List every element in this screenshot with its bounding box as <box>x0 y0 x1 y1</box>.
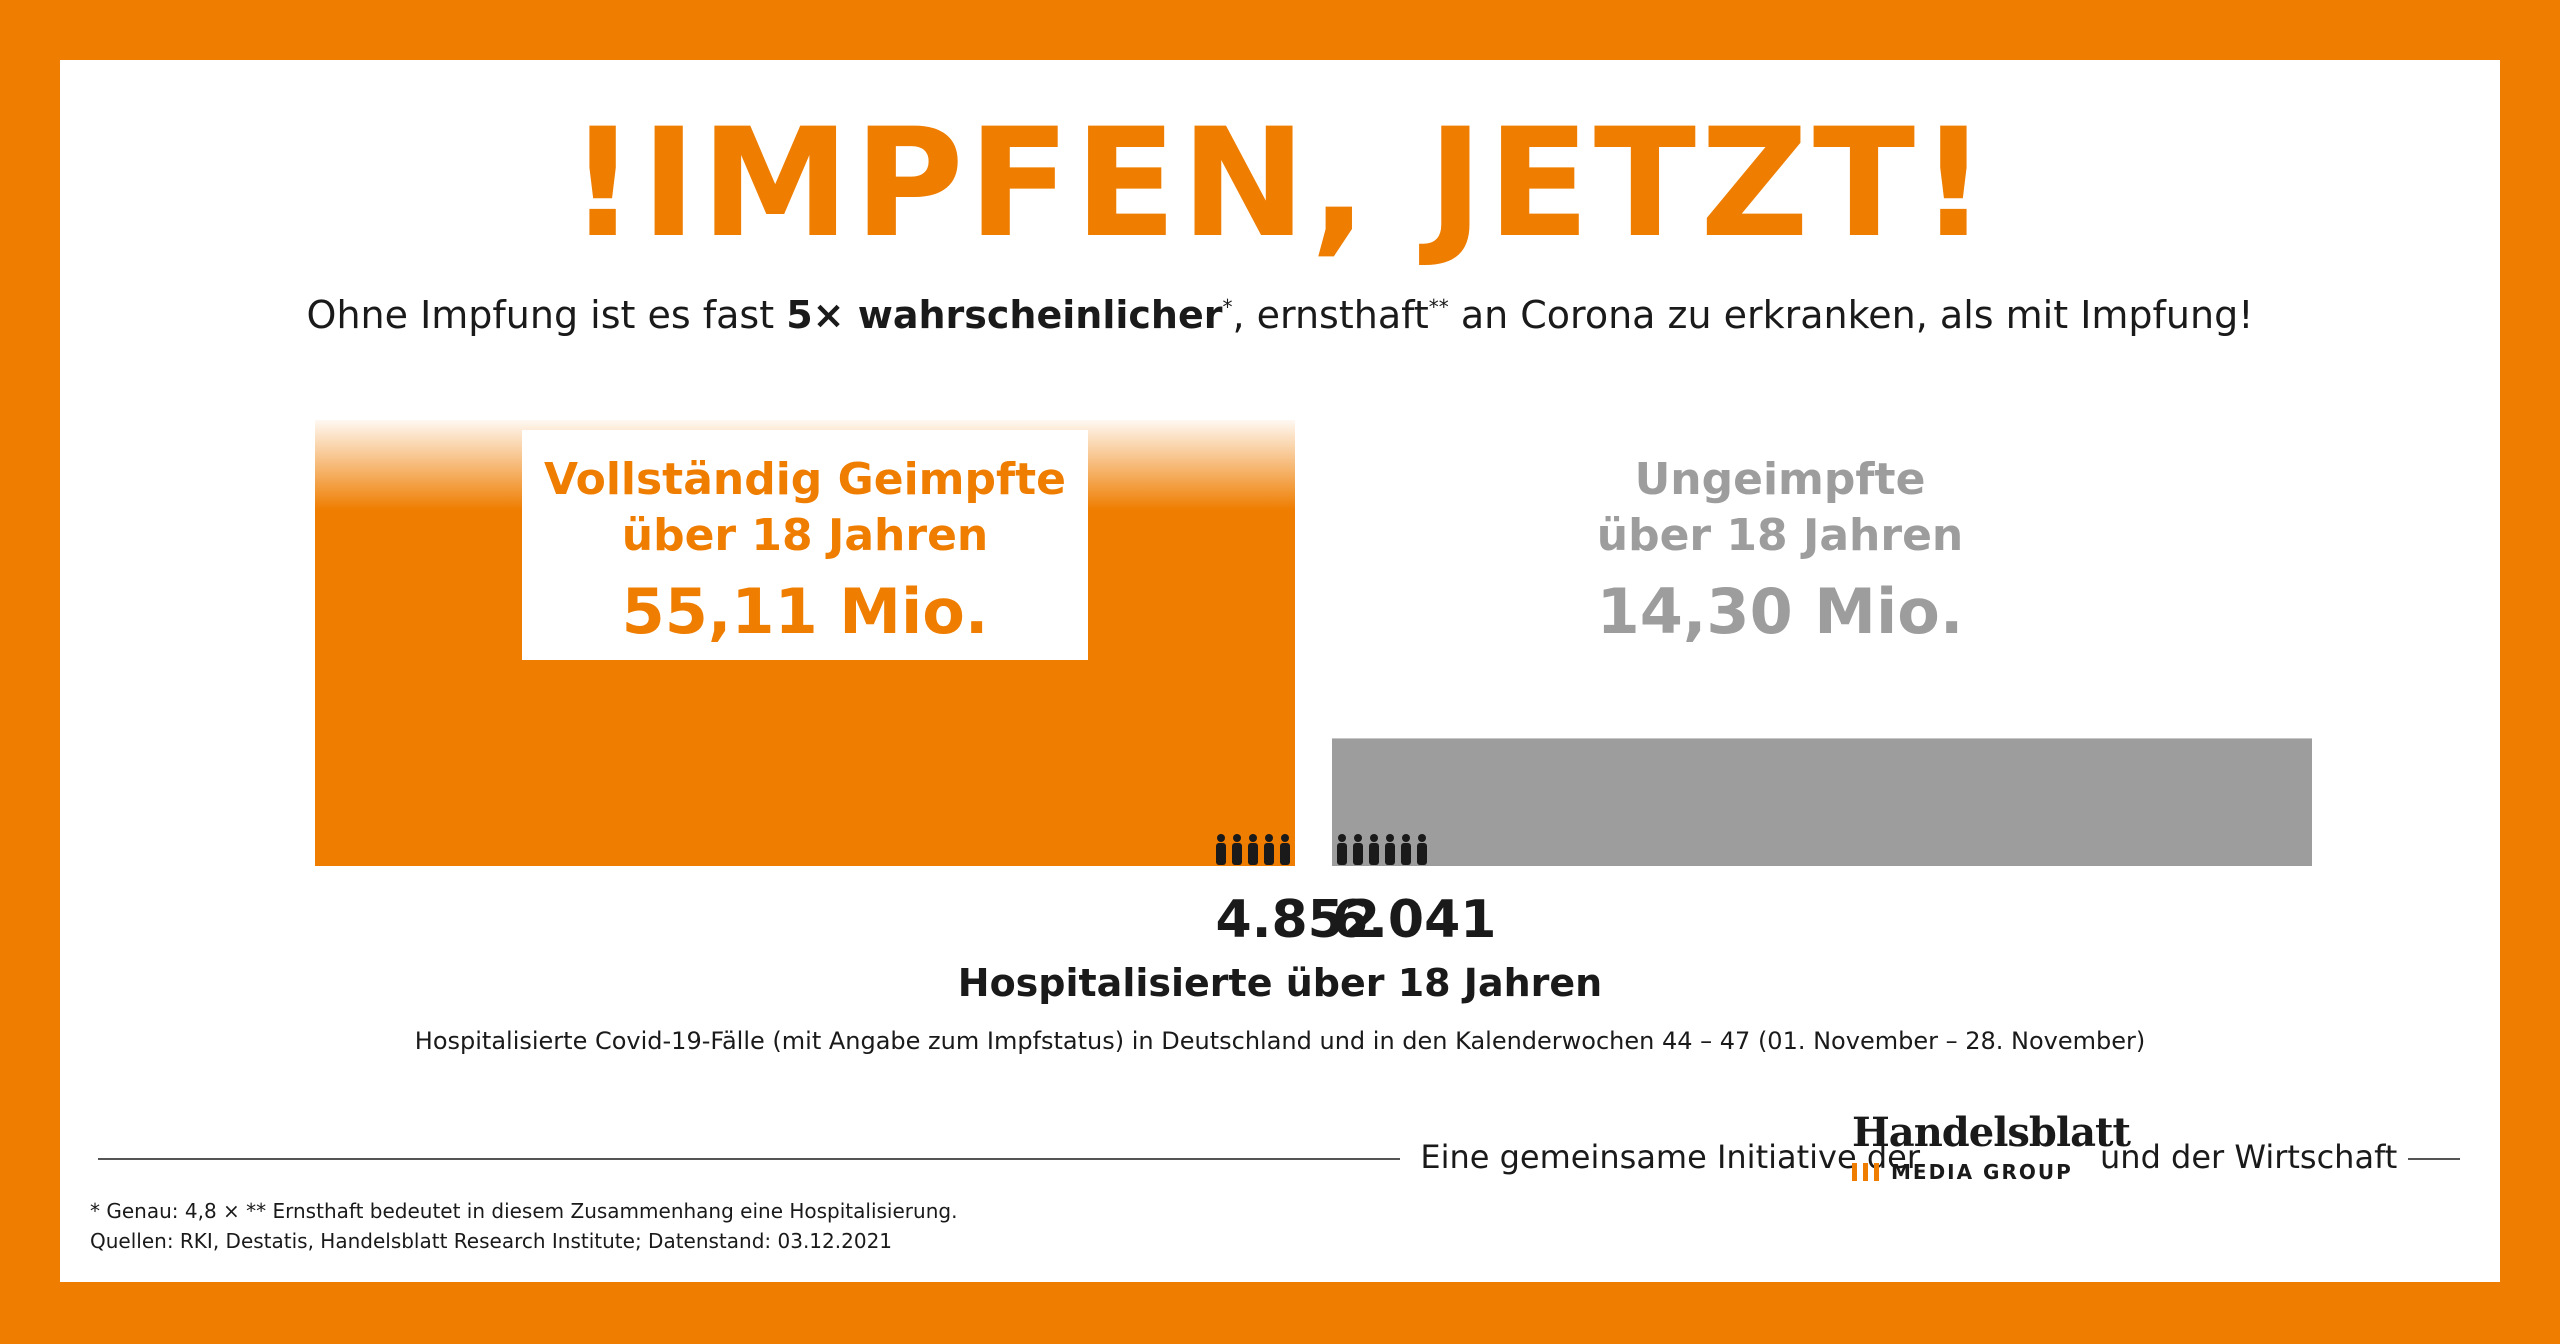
unvaccinated-hospitalized-icons <box>1337 834 1427 865</box>
logo-wordmark: Handelsblatt <box>1852 1109 2131 1156</box>
subline-star1: * <box>1222 295 1233 319</box>
unvaccinated-hospitalized-count: 6.041 <box>1332 890 1497 950</box>
initiative-text: Eine gemeinsame Initiative der <box>1420 1138 1920 1176</box>
content-panel: !IMPFEN, JETZT! Ohne Impfung ist es fast… <box>60 60 2500 1282</box>
vaccinated-hospitalized-icons <box>1216 834 1290 865</box>
hospitalized-person-body <box>1369 843 1379 865</box>
hospitalized-person-icon <box>1217 834 1225 842</box>
headline-right-mark: ! <box>1919 97 1992 271</box>
unvaccinated-population-block <box>1332 738 2312 850</box>
footnote-line2: Quellen: RKI, Destatis, Handelsblatt Res… <box>90 1229 893 1253</box>
subline-part3: an Corona zu erkranken, als mit Impfung! <box>1448 293 2254 337</box>
hospitalized-person-body <box>1248 843 1258 865</box>
divider-right <box>2408 1158 2460 1160</box>
hospitalized-person-body <box>1264 843 1274 865</box>
subline-part1: Ohne Impfung ist es fast <box>306 293 787 337</box>
logo-subline: MEDIA GROUP <box>1852 1160 2092 1184</box>
logo-bars-icon <box>1852 1163 1879 1181</box>
hospitalized-person-body <box>1216 843 1226 865</box>
unvaccinated-value: 14,30 Mio. <box>1596 575 1964 648</box>
hospitalized-person-body <box>1337 843 1347 865</box>
hospitalized-person-icon <box>1370 834 1378 842</box>
hospitalized-person-body <box>1385 843 1395 865</box>
hospitalized-person-body <box>1280 843 1290 865</box>
hospitalized-person-icon <box>1281 834 1289 842</box>
unvaccinated-label-line1: Ungeimpfte <box>1634 454 1926 505</box>
footnotes: * Genau: 4,8 × ** Ernsthaft bedeutet in … <box>90 1196 957 1256</box>
vaccinated-label-line2: über 18 Jahren <box>621 510 989 561</box>
hospitalized-person-icon <box>1265 834 1273 842</box>
hospitalized-person-icon <box>1338 834 1346 842</box>
vaccinated-feet-row <box>315 850 1295 866</box>
hospitalized-person-body <box>1401 843 1411 865</box>
handelsblatt-logo: Handelsblatt MEDIA GROUP <box>1852 1109 2131 1190</box>
headline-left-mark: ! <box>568 97 641 271</box>
hospitalized-person-body <box>1417 843 1427 865</box>
unvaccinated-label-box: Ungeimpfte über 18 Jahren 14,30 Mio. <box>1410 430 2150 660</box>
hospitalized-person-icon <box>1354 834 1362 842</box>
divider-left <box>98 1158 1400 1160</box>
unvaccinated-label-line2: über 18 Jahren <box>1596 510 1964 561</box>
hospitalized-label: Hospitalisierte über 18 Jahren <box>957 961 1603 1005</box>
footnote-line1: * Genau: 4,8 × ** Ernsthaft bedeutet in … <box>90 1199 958 1223</box>
hospitalized-person-icon <box>1402 834 1410 842</box>
subline-star2: ** <box>1428 295 1449 319</box>
hospitalized-person-icon <box>1249 834 1257 842</box>
vaccinated-value: 55,11 Mio. <box>621 575 989 648</box>
subline-part2: , ernsthaft <box>1232 293 1429 337</box>
hospitalized-person-body <box>1353 843 1363 865</box>
subline: Ohne Impfung ist es fast 5× wahrscheinli… <box>60 282 2500 340</box>
initiative-closing: und der Wirtschaft <box>2100 1138 2398 1176</box>
hospitalized-person-icon <box>1418 834 1426 842</box>
vaccinated-hospitalized-count: 4.852 <box>1215 890 1380 950</box>
headline-text: IMPFEN, JETZT <box>640 97 1920 271</box>
headline: !IMPFEN, JETZT! <box>60 104 2500 264</box>
logo-group-text: MEDIA GROUP <box>1891 1160 2073 1184</box>
hospitalized-person-icon <box>1386 834 1394 842</box>
vaccinated-label-box: Vollständig Geimpfte über 18 Jahren 55,1… <box>522 430 1088 660</box>
hospitalized-person-body <box>1232 843 1242 865</box>
subline-emphasis: 5× wahrscheinlicher <box>786 293 1223 337</box>
people-pictogram <box>315 420 2312 866</box>
hospitalized-person-icon <box>1233 834 1241 842</box>
vaccinated-label-line1: Vollständig Geimpfte <box>543 454 1067 505</box>
unvaccinated-feet-row <box>1332 850 2312 866</box>
data-note: Hospitalisierte Covid-19-Fälle (mit Anga… <box>414 1027 2146 1055</box>
